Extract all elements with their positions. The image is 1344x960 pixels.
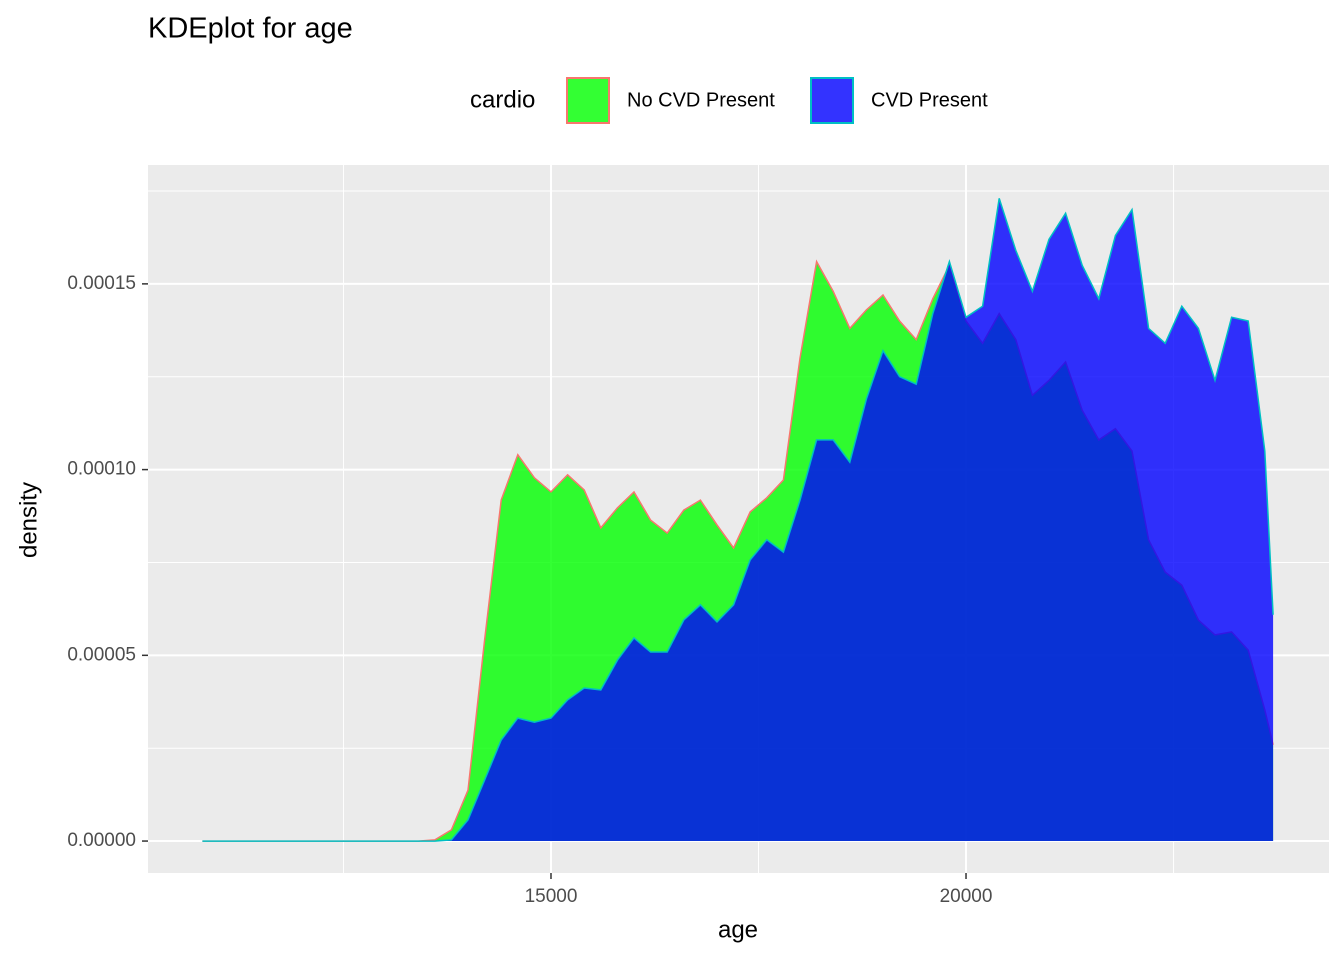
legend-key (566, 77, 610, 124)
chart-title: KDEplot for age (148, 13, 353, 45)
legend-key (810, 77, 854, 124)
density-line (202, 198, 1274, 842)
x-tick-label: 15000 (525, 886, 578, 907)
y-tick-label: 0.00000 (67, 830, 136, 851)
legend-label: CVD Present (871, 89, 988, 111)
y-axis-title: density (15, 482, 42, 558)
density-area (202, 198, 1274, 842)
x-tick-label: 20000 (940, 886, 993, 907)
y-tick-label: 0.00005 (67, 644, 136, 665)
y-tick-label: 0.00015 (67, 273, 136, 294)
legend-title: cardio (470, 86, 535, 113)
legend-label: No CVD Present (627, 89, 775, 111)
x-axis-title: age (718, 916, 758, 943)
y-tick-label: 0.00010 (67, 459, 136, 480)
